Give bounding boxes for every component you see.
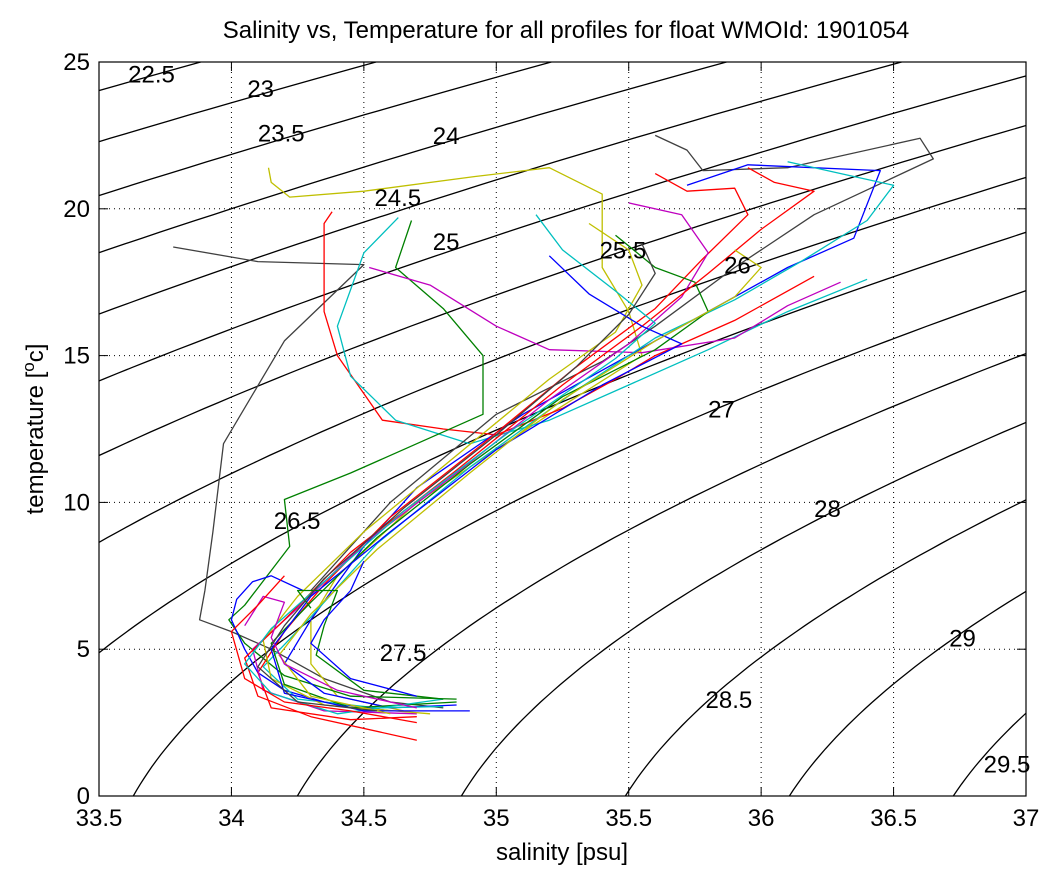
density-contour-labels: 22.5 23 23.5 24 24.5 25 25.5 26 26.5 27 27.5 28 28.5…	[128, 62, 1030, 779]
y-axis-title-part2: c]	[22, 344, 49, 363]
y-tick-label: 20	[63, 196, 90, 223]
x-tick-label: 36	[748, 805, 775, 832]
density-contour-label: 26.5	[274, 508, 321, 535]
density-contour-line	[460, 421, 1026, 796]
density-contour-label: 26	[724, 252, 751, 279]
y-axis-title: temperature [oc]	[19, 344, 50, 515]
profile-line	[283, 164, 881, 709]
profile-line	[244, 214, 656, 715]
density-contour-line	[99, 75, 1026, 382]
profile-line	[296, 589, 444, 700]
density-contours	[99, 62, 1026, 796]
density-contour-line	[99, 124, 1026, 457]
density-contour-line	[624, 499, 1026, 796]
profile-line	[251, 202, 709, 715]
x-tick-label: 34	[218, 805, 245, 832]
density-contour-line	[99, 62, 902, 315]
density-contour-label: 22.5	[128, 62, 175, 89]
x-tick-label: 34.5	[340, 805, 387, 832]
density-contour-label: 23	[247, 76, 274, 103]
density-contour-line	[788, 590, 1026, 796]
density-contour-label: 29	[949, 625, 976, 652]
density-contour-label: 29.5	[984, 752, 1031, 779]
profile-line	[369, 266, 841, 354]
y-tick-label: 25	[63, 49, 90, 76]
density-contour-label: 24.5	[374, 185, 421, 212]
y-tick-label: 5	[77, 636, 90, 663]
density-contour-label: 25	[433, 229, 460, 256]
profile-line	[270, 234, 709, 709]
x-tick-label: 37	[1013, 805, 1040, 832]
density-contour-line	[99, 231, 1026, 654]
chart-title: Salinity vs, Temperature for all profile…	[223, 17, 910, 44]
density-contour-line	[99, 62, 727, 254]
profile-line	[244, 595, 417, 709]
profile-line	[267, 167, 643, 712]
x-axis-title: salinity [psu]	[496, 839, 628, 866]
x-tick-label: 33.5	[76, 805, 123, 832]
profile-line	[230, 575, 417, 724]
profile-line	[278, 249, 762, 715]
profile-line	[244, 167, 815, 741]
density-contour-label: 27	[708, 396, 735, 423]
density-contour-line	[99, 176, 1026, 544]
x-tick-label: 35.5	[605, 805, 652, 832]
density-contour-label: 25.5	[600, 238, 647, 265]
density-contour-line	[132, 289, 1026, 796]
density-contour-line	[99, 62, 552, 197]
density-contour-label: 23.5	[258, 120, 305, 147]
profile-line	[270, 255, 683, 712]
profile-line	[262, 222, 643, 715]
plot-frame	[98, 61, 1027, 797]
profile-line	[228, 220, 484, 700]
profile-line	[230, 575, 391, 712]
density-contour-label: 28.5	[706, 687, 753, 714]
x-tick-label: 36.5	[870, 805, 917, 832]
profile-line	[257, 243, 656, 712]
y-tick-label: 15	[63, 343, 90, 370]
axis-ticks: 33.5 34 34.5 35 35.5 36 36.5 37 0 5 10 15 20 25	[63, 49, 1039, 832]
y-axis-title-part1: temperature [	[22, 371, 49, 514]
profile-line	[173, 246, 444, 709]
profile-line	[310, 134, 934, 591]
y-axis-title-superscript: o	[19, 362, 38, 371]
density-contour-line	[296, 352, 1026, 796]
plot-background	[99, 62, 1026, 796]
profile-line	[257, 173, 749, 721]
x-tick-label: 35	[483, 805, 510, 832]
density-contour-label: 28	[814, 496, 841, 523]
y-tick-label: 10	[63, 489, 90, 516]
y-tick-label: 0	[77, 783, 90, 810]
density-contour-label: 27.5	[380, 640, 427, 667]
profile-line	[323, 211, 815, 436]
density-contour-label: 24	[433, 123, 460, 150]
profile-line	[310, 560, 417, 697]
profile-series	[173, 134, 934, 741]
